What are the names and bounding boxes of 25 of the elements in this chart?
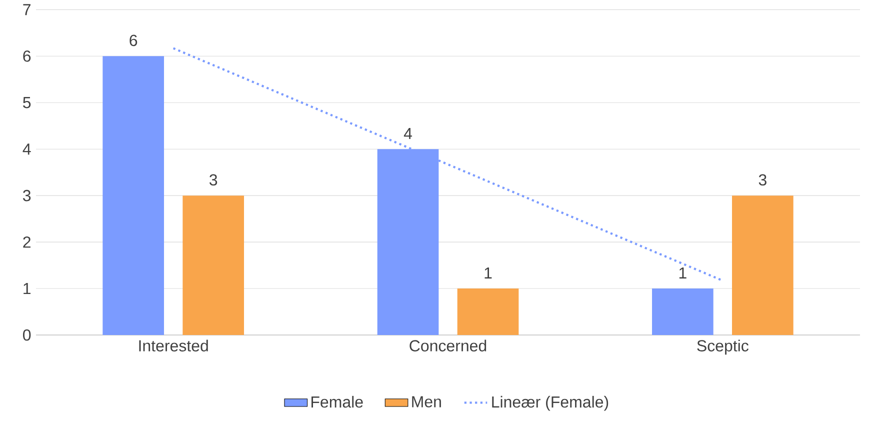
legend-label: Female — [312, 396, 363, 408]
y-tick-label: 0 — [23, 329, 31, 341]
y-tick-label: 5 — [23, 97, 31, 108]
y-tick-label: 6 — [23, 50, 31, 62]
y-tick-label: 2 — [23, 236, 30, 248]
data-label: 1 — [679, 267, 686, 278]
x-tick-label: Interested — [139, 340, 208, 352]
bar — [732, 196, 794, 336]
bar — [652, 288, 714, 336]
y-tick-label: 7 — [23, 4, 30, 16]
legend-label: Lineær (Female) — [492, 396, 608, 411]
data-label: 1 — [484, 267, 492, 278]
y-tick-label: 3 — [23, 190, 31, 202]
data-label: 4 — [404, 128, 412, 140]
bar — [182, 196, 244, 336]
data-label: 3 — [209, 174, 218, 186]
y-tick-label: 4 — [22, 144, 31, 155]
legend-label: Men — [412, 396, 441, 408]
bar — [457, 288, 519, 336]
bar — [102, 56, 164, 336]
y-tick-label: 1 — [24, 283, 31, 294]
x-tick-label: Concerned — [410, 340, 486, 352]
x-tick-label: Sceptic — [697, 340, 748, 355]
data-label: 3 — [758, 174, 766, 186]
data-label: 6 — [130, 34, 138, 46]
